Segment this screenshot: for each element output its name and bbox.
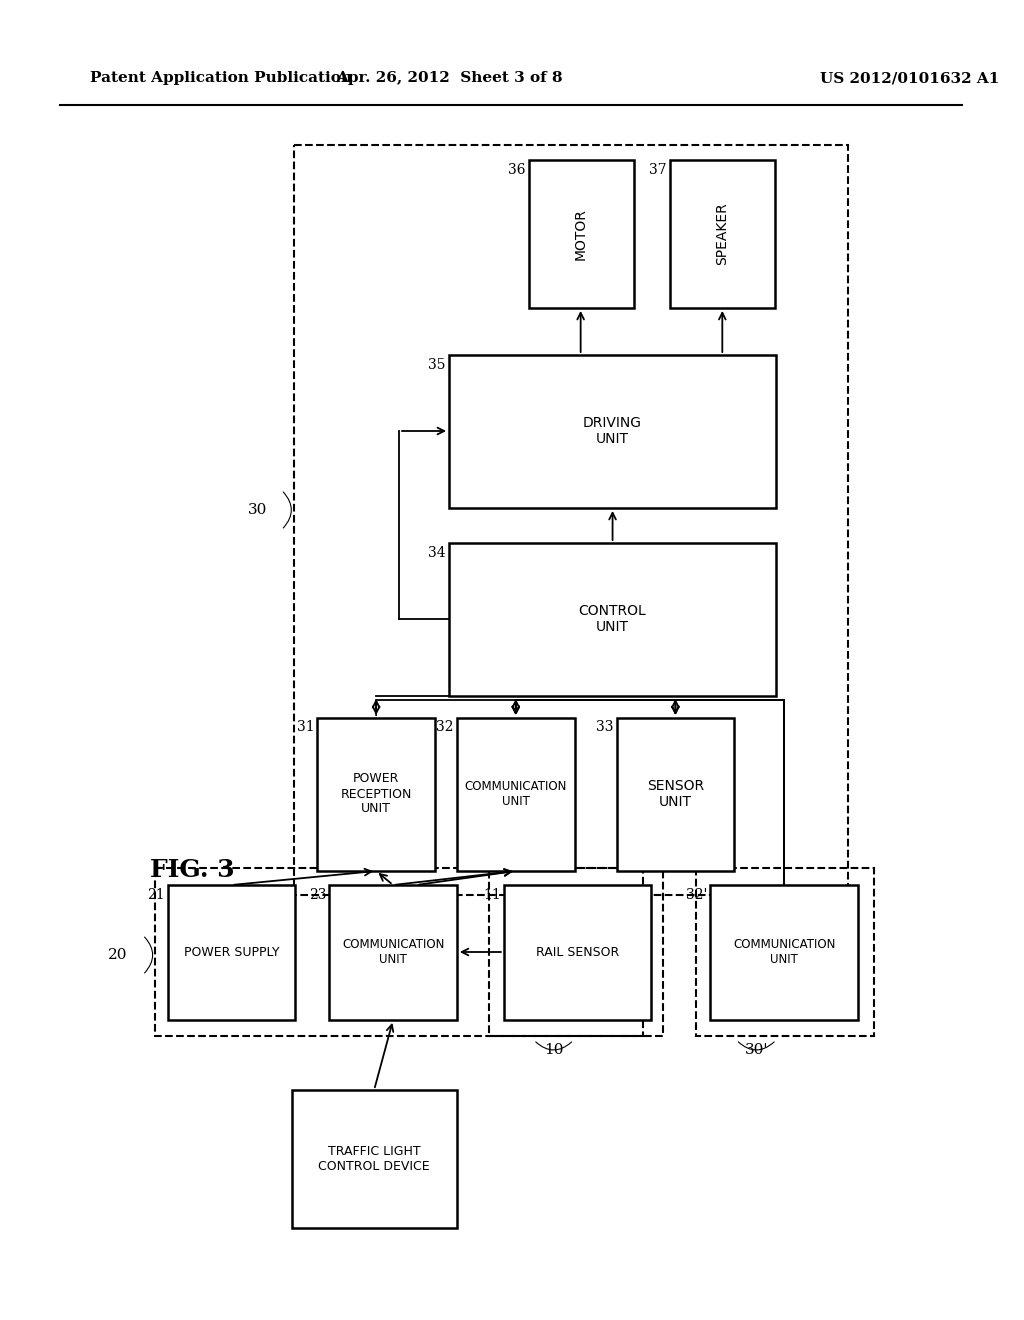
Bar [504,884,651,1020]
Text: 10: 10 [544,1043,563,1057]
Bar [317,718,435,871]
Bar [330,884,457,1020]
Text: 21: 21 [147,888,165,902]
Bar [449,355,776,508]
Bar [457,718,574,871]
Text: CONTROL
UNIT: CONTROL UNIT [579,605,646,634]
Text: 34: 34 [428,546,446,560]
Bar [696,869,873,1036]
Bar [155,869,643,1036]
Text: TRAFFIC LIGHT
CONTROL DEVICE: TRAFFIC LIGHT CONTROL DEVICE [318,1144,430,1173]
Text: 20: 20 [109,948,128,962]
Text: Apr. 26, 2012  Sheet 3 of 8: Apr. 26, 2012 Sheet 3 of 8 [336,71,563,84]
Bar [294,145,848,895]
Text: US 2012/0101632 A1: US 2012/0101632 A1 [819,71,999,84]
Text: 35: 35 [428,358,446,372]
Text: 11: 11 [483,888,501,902]
Text: 32: 32 [436,719,454,734]
Text: 30: 30 [248,503,267,517]
Text: 23: 23 [309,888,327,902]
Text: 37: 37 [649,162,667,177]
Bar [449,543,776,696]
Text: 31: 31 [297,719,314,734]
Text: Patent Application Publication: Patent Application Publication [90,71,352,84]
Text: COMMUNICATION
UNIT: COMMUNICATION UNIT [733,939,836,966]
Bar [671,160,775,308]
Text: FIG. 3: FIG. 3 [150,858,234,882]
Bar [168,884,295,1020]
Text: RAIL SENSOR: RAIL SENSOR [536,945,620,958]
Text: MOTOR: MOTOR [573,209,588,260]
Text: POWER SUPPLY: POWER SUPPLY [183,945,280,958]
Bar [292,1090,457,1228]
Text: DRIVING
UNIT: DRIVING UNIT [583,416,642,446]
Bar [488,869,664,1036]
Text: SENSOR
UNIT: SENSOR UNIT [647,779,703,809]
Bar [616,718,734,871]
Bar [528,160,634,308]
Bar [711,884,858,1020]
Text: COMMUNICATION
UNIT: COMMUNICATION UNIT [342,939,444,966]
Text: COMMUNICATION
UNIT: COMMUNICATION UNIT [465,780,567,808]
Text: 36: 36 [508,162,525,177]
Text: SPEAKER: SPEAKER [716,203,729,265]
Text: 30': 30' [744,1043,768,1057]
Text: POWER
RECEPTION
UNIT: POWER RECEPTION UNIT [340,772,412,816]
Text: 32': 32' [686,888,708,902]
Text: 33: 33 [596,719,613,734]
